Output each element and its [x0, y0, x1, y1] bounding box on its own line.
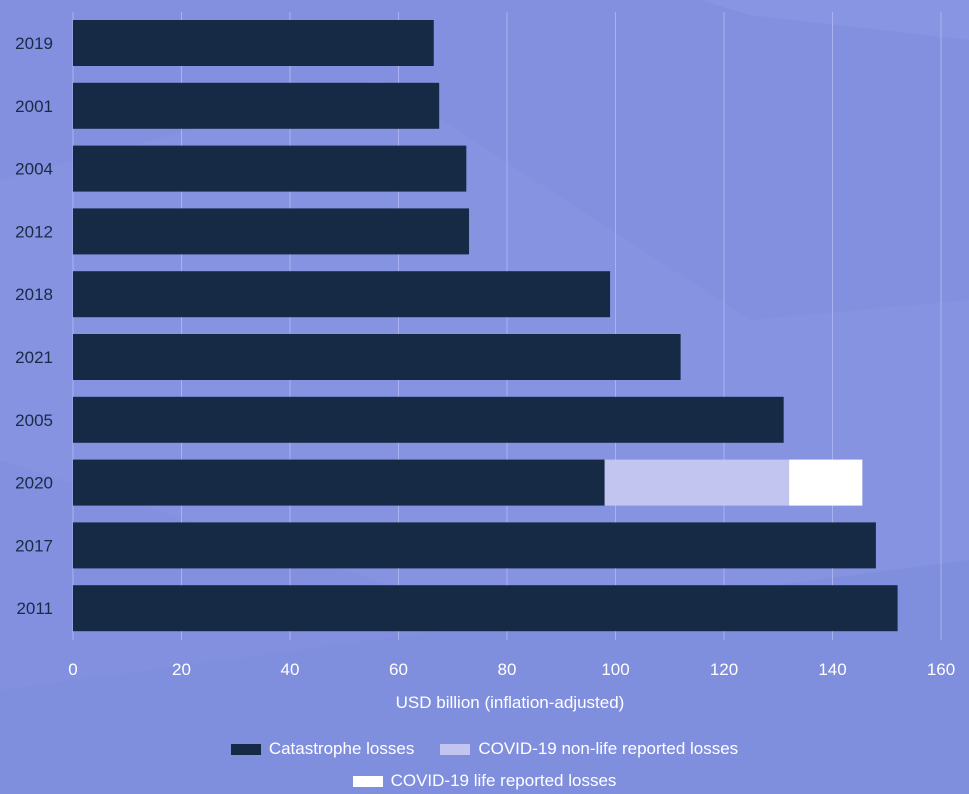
- x-tick-label: 20: [172, 660, 191, 679]
- y-tick-label: 2021: [15, 348, 53, 367]
- y-tick-label: 2018: [15, 285, 53, 304]
- x-tick-label: 60: [389, 660, 408, 679]
- bar-2005-series-0: [73, 396, 784, 443]
- legend-swatch-covid-life: [352, 775, 383, 787]
- bar-2001-series-0: [73, 82, 440, 129]
- x-tick-label: 0: [68, 660, 77, 679]
- x-tick-label: 160: [927, 660, 955, 679]
- x-tick-label: 140: [818, 660, 846, 679]
- legend-swatch-catastrophe: [230, 743, 261, 755]
- bar-2011-series-0: [73, 585, 898, 632]
- legend-row-1: Catastrophe losses COVID-19 non-life rep…: [0, 739, 969, 759]
- legend-label-covid-non-life: COVID-19 non-life reported losses: [478, 739, 739, 758]
- bar-2020-series-0: [73, 459, 605, 506]
- bar-2012-series-0: [73, 208, 470, 255]
- legend-item-covid-life: COVID-19 life reported losses: [352, 771, 617, 791]
- legend-row-2: COVID-19 life reported losses: [0, 771, 969, 791]
- legend-label-catastrophe: Catastrophe losses: [268, 739, 415, 758]
- x-axis-title: USD billion (inflation-adjusted): [396, 693, 625, 712]
- y-tick-label: 2012: [15, 222, 53, 241]
- y-tick-label: 2017: [15, 536, 53, 555]
- x-tick-label: 120: [710, 660, 738, 679]
- legend-item-covid-non-life: COVID-19 non-life reported losses: [440, 739, 738, 759]
- bar-2020-series-2: [789, 459, 863, 506]
- bar-2020-series-1: [604, 459, 790, 506]
- x-tick-label: 40: [281, 660, 300, 679]
- legend-swatch-covid-non-life: [440, 743, 471, 755]
- y-tick-label: 2001: [15, 97, 53, 116]
- y-tick-label: 2011: [16, 599, 53, 618]
- bar-2004-series-0: [73, 145, 467, 192]
- bars: [73, 20, 898, 632]
- y-axis-labels: 2019 2001 2004 2012 2018 2021 2005 2020 2017 2011: [15, 34, 53, 618]
- bar-2017-series-0: [73, 522, 876, 569]
- bar-2018-series-0: [73, 271, 611, 318]
- y-tick-label: 2020: [15, 474, 53, 493]
- y-tick-label: 2005: [15, 411, 53, 430]
- x-tick-label: 100: [601, 660, 629, 679]
- legend-item-catastrophe: Catastrophe losses: [230, 739, 415, 759]
- x-tick-label: 80: [498, 660, 517, 679]
- y-tick-label: 2004: [15, 160, 53, 179]
- bar-2019-series-0: [73, 20, 434, 66]
- legend-label-covid-life: COVID-19 life reported losses: [390, 771, 617, 790]
- bar-2021-series-0: [73, 334, 681, 380]
- y-tick-label: 2019: [15, 34, 53, 53]
- x-axis-ticks: 0 20 40 60 80 100 120 140 160: [68, 660, 955, 679]
